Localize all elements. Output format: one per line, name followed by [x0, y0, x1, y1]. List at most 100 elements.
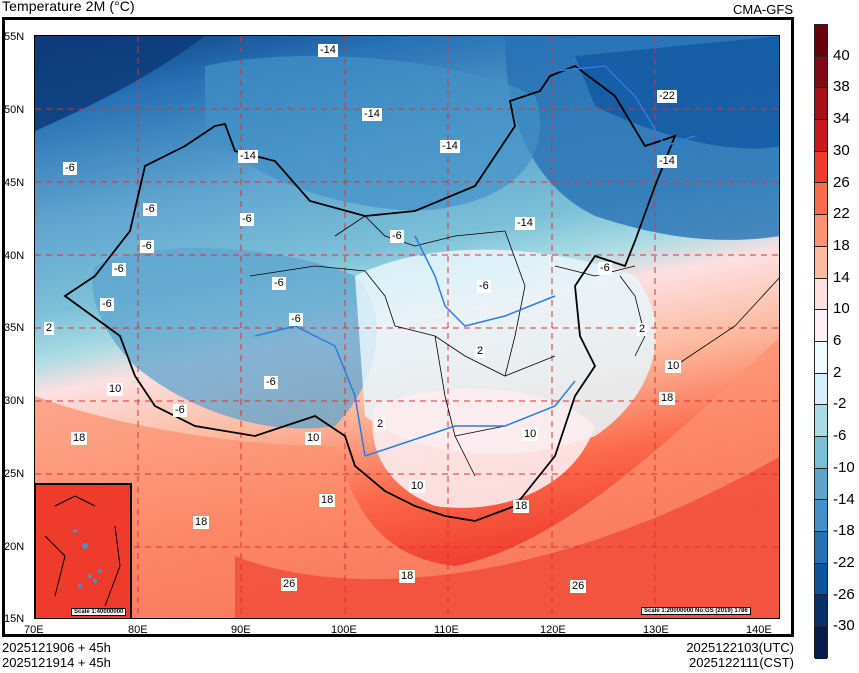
lat-label-20n: 20N: [4, 541, 25, 553]
colorbar-tick-label: -14: [833, 490, 855, 508]
contour-label: 18: [193, 516, 210, 529]
valid-time-utc: 2025122103(UTC): [686, 640, 794, 655]
lon-label-80e: 80E: [128, 624, 148, 636]
temperature-field: [35, 36, 779, 618]
contour-label: 18: [319, 494, 336, 507]
colorbar-segment: [815, 405, 827, 437]
colorbar-segment: [815, 56, 827, 89]
init-time-cst: 2025121914 + 45h: [2, 655, 111, 670]
colorbar-tick-label: 22: [833, 205, 850, 223]
model-name: CMA-GFS: [733, 2, 793, 17]
lat-label-55n: 55N: [4, 31, 25, 43]
colorbar-segment: [815, 151, 827, 184]
contour-label: -6: [272, 277, 286, 290]
lat-label-25n: 25N: [4, 468, 25, 480]
temperature-map[interactable]: [34, 35, 780, 619]
contour-label: -6: [598, 262, 612, 275]
colorbar-segment: [815, 278, 827, 311]
lon-label-120e: 120E: [540, 624, 566, 636]
colorbar: [814, 24, 828, 659]
lon-label-70e: 70E: [24, 624, 44, 636]
lat-label-35n: 35N: [4, 322, 25, 334]
contour-label: -6: [100, 298, 114, 311]
contour-label: -14: [238, 150, 258, 163]
contour-label: 2: [475, 345, 486, 358]
colorbar-tick-label: 18: [833, 236, 850, 254]
contour-label: -6: [240, 213, 254, 226]
lon-label-130e: 130E: [643, 624, 669, 636]
colorbar-segment: [815, 88, 827, 121]
contour-label: -6: [112, 263, 126, 276]
contour-label: 10: [409, 480, 426, 493]
lon-label-140e: 140E: [746, 624, 772, 636]
contour-label: -6: [173, 404, 187, 417]
colorbar-segment: [815, 595, 827, 628]
contour-label: -14: [318, 44, 338, 57]
inset-scale: Scale 1:40000000: [71, 608, 127, 616]
colorbar-segment: [815, 532, 827, 564]
contour-label: 18: [399, 570, 416, 583]
contour-label: 10: [107, 383, 124, 396]
south-china-sea-inset: [35, 483, 132, 618]
colorbar-segment: [815, 563, 827, 596]
contour-label: 26: [570, 580, 587, 593]
colorbar-tick-label: -2: [833, 395, 847, 413]
lat-label-50n: 50N: [4, 104, 25, 116]
colorbar-tick-label: 6: [833, 332, 842, 349]
contour-label: -6: [390, 230, 404, 243]
colorbar-tick-label: 14: [833, 268, 850, 286]
contour-label: 10: [305, 432, 322, 445]
colorbar-segment: [815, 627, 827, 659]
contour-label: 2: [375, 418, 386, 431]
colorbar-tick-label: 26: [833, 173, 850, 191]
contour-label: -22: [657, 90, 677, 103]
rivers: [254, 65, 696, 457]
contour-label: -6: [289, 313, 303, 326]
contour-label: 2: [637, 323, 648, 336]
colorbar-segment: [815, 120, 827, 152]
lat-label-30n: 30N: [4, 395, 25, 407]
lon-label-90e: 90E: [231, 624, 251, 636]
colorbar-tick-label: -22: [833, 553, 855, 571]
colorbar-tick-label: -10: [833, 458, 855, 476]
valid-time-cst: 2025122111(CST): [688, 655, 794, 670]
init-time-utc: 2025121906 + 45h: [2, 640, 111, 655]
contour-label: -6: [264, 376, 278, 389]
lon-label-100e: 100E: [331, 624, 357, 636]
contour-label: 18: [659, 392, 676, 405]
colorbar-tick-label: -18: [833, 522, 855, 540]
contour-label: -14: [440, 140, 460, 153]
contour-label: 2: [44, 322, 55, 335]
chart-title: Temperature 2M (°C): [2, 0, 135, 14]
contour-label: 26: [281, 578, 298, 591]
colorbar-segment: [815, 373, 827, 406]
colorbar-tick-label: 2: [833, 363, 842, 381]
colorbar-segment: [815, 436, 827, 469]
lat-label-40n: 40N: [4, 250, 25, 262]
contour-label: -6: [140, 240, 154, 253]
colorbar-segment: [815, 215, 827, 247]
contour-label: -6: [477, 280, 491, 293]
contour-label: -6: [143, 203, 157, 216]
lat-label-45n: 45N: [4, 177, 25, 189]
colorbar-segment: [815, 468, 827, 501]
colorbar-segment: [815, 183, 827, 216]
colorbar-tick-label: 30: [833, 141, 850, 159]
main-scale: Scale 1:20000000 No:GS (2019) 1786: [641, 607, 751, 615]
colorbar-tick-label: 10: [833, 300, 850, 318]
colorbar-segment: [815, 500, 827, 532]
contour-label: -14: [515, 217, 535, 230]
colorbar-tick-label: 34: [833, 110, 850, 128]
lat-label-15n: 15N: [4, 613, 25, 625]
contour-label: 18: [71, 432, 88, 445]
colorbar-segment: [815, 246, 827, 279]
contour-label: 10: [522, 428, 539, 441]
colorbar-segment: [815, 341, 827, 374]
colorbar-tick-label: 38: [833, 78, 850, 96]
colorbar-segment: [815, 25, 827, 57]
lon-label-110e: 110E: [434, 624, 459, 636]
colorbar-tick-label: -30: [833, 617, 855, 635]
contour-label: -6: [63, 162, 77, 175]
contour-label: -14: [657, 155, 677, 168]
colorbar-segment: [815, 310, 827, 342]
